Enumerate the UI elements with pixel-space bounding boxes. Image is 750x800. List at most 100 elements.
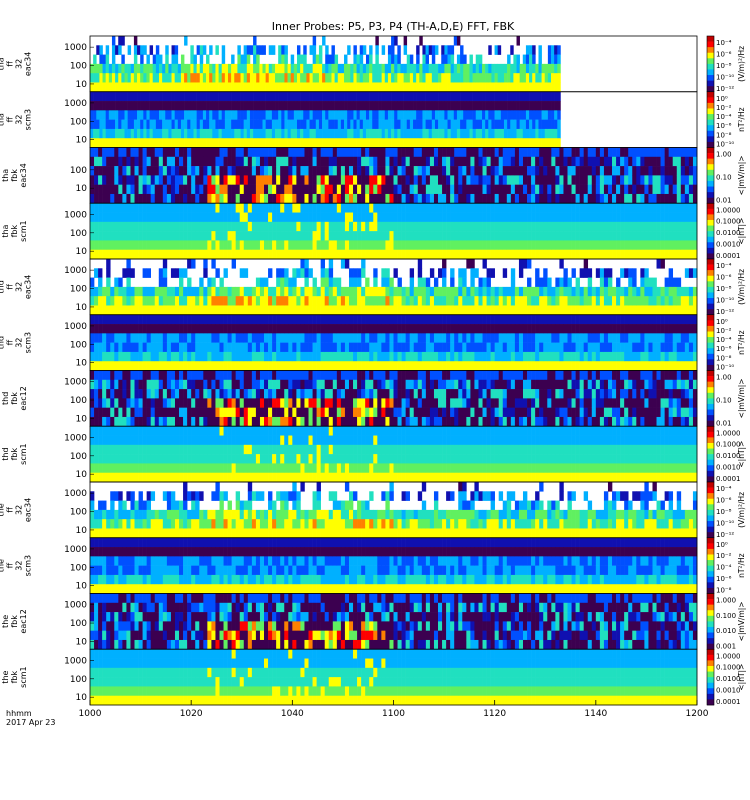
colorbar-tick-label: 10⁻¹² <box>716 308 734 316</box>
colorbar-tick-label: 10⁻⁶ <box>716 122 732 130</box>
panel-label: thdfbkeac12 <box>1 386 28 410</box>
panel-label: theff32scm3 <box>0 555 33 576</box>
y-tick-label: 100 <box>70 452 87 462</box>
colorbar-tick-label: 10⁻¹⁰ <box>716 364 734 372</box>
colorbar-tick-label: 10⁻⁴ <box>716 39 732 47</box>
y-tick-label: 10 <box>76 359 88 369</box>
panel-the_fbk_scm1: 1000 100 10 thefbkscm1 1.0000 0.1000 0.0100 0.0… <box>1 648 746 706</box>
x-axis-label: 2017 Apr 23 <box>6 718 55 727</box>
panel-tha_fbk_scm1: 1000 100 10 thafbkscm1 1.0000 0.1000 0.0100 0.0… <box>1 202 746 260</box>
colorbar-tick-label: 10⁻⁴ <box>716 336 732 344</box>
colorbar-tick-label: 0.0100 <box>716 452 741 460</box>
colorbar-tick-label: 10⁻⁸ <box>716 131 732 139</box>
colorbar-label: (V/m)²/Hz <box>737 492 746 528</box>
panel-label: thefbkscm1 <box>1 666 28 687</box>
panel-label: theff32eac34 <box>0 498 33 522</box>
colorbar-tick-label: 10⁻¹² <box>716 85 734 93</box>
panel-thd_fbk_scm1: 1000 100 10 thdfbkscm1 1.0000 0.1000 0.0100 0.0… <box>1 425 746 483</box>
panel-label: thafbkscm1 <box>1 220 28 241</box>
y-tick-label: 1000 <box>64 378 87 388</box>
colorbar-tick-label: 0.100 <box>716 612 736 620</box>
x-tick-label: 1000 <box>79 709 102 719</box>
panel-thd_eac34: 1000 100 10 thdff32eac34 10⁻⁴ 10⁻⁶ 10⁻⁸ 10⁻¹⁰ 10… <box>0 258 746 316</box>
colorbar-label: <|nT|> <box>737 218 746 245</box>
colorbar-tick-label: 0.10 <box>716 173 732 181</box>
colorbar-tick-label: 0.001 <box>716 642 736 650</box>
colorbar-tick-label: 0.1000 <box>716 441 741 449</box>
colorbar-tick-label: 0.0010 <box>716 687 741 695</box>
colorbar-tick-label: 0.1000 <box>716 664 741 672</box>
colorbar-tick-label: 10⁻² <box>716 104 732 112</box>
colorbar-tick-label: 0.0001 <box>716 698 741 706</box>
y-tick-label: 100 <box>70 396 87 406</box>
panels: 100010010thaff32eac3410⁻⁴10⁻⁶10⁻⁸10⁻¹⁰10… <box>0 35 746 706</box>
colorbar-tick-label: 1.0000 <box>716 652 741 660</box>
colorbar-tick-label: 10⁻¹⁰ <box>716 519 734 527</box>
colorbar-tick-label: 0.01 <box>716 196 732 204</box>
y-tick-label: 10 <box>76 247 88 257</box>
colorbar-tick-label: 10⁻² <box>716 327 732 335</box>
y-tick-label: 100 <box>70 285 87 295</box>
colorbar-label: <|nT|> <box>737 664 746 691</box>
colorbar-label: <|mV/m|> <box>737 601 746 641</box>
panel-tha_fbk_eac34: 100 10 thafbkeac34 1.00 0.10 0.01 <|mV/m|> <box>1 147 746 204</box>
y-tick-label: 10 <box>76 136 88 146</box>
panel-label: thaff32scm3 <box>0 109 33 130</box>
colorbar-tick-label: 0.1000 <box>716 218 741 226</box>
y-tick-label: 1000 <box>64 489 87 499</box>
y-tick-label: 10 <box>76 470 88 480</box>
panel-the_eac34: 1000 100 10 theff32eac34 10⁻⁴ 10⁻⁶ 10⁻⁸ 10⁻¹⁰ 10… <box>0 481 746 539</box>
colorbar-tick-label: 0.010 <box>716 627 736 635</box>
colorbar-tick-label: 1.0000 <box>716 429 741 437</box>
colorbar-tick-label: 10⁻¹² <box>716 531 734 539</box>
y-tick-label: 100 <box>70 229 87 239</box>
panel-label: thdfbkscm1 <box>1 443 28 464</box>
x-tick-label: 1040 <box>281 709 304 719</box>
colorbar-tick-label: 10⁻⁶ <box>716 50 732 58</box>
panel-the_scm3: 1000 100 10 theff32scm3 10⁰ 10⁻² 10⁻⁴ 10⁻⁶ 10⁻⁸ n… <box>0 537 746 595</box>
colorbar-tick-label: 10⁻⁸ <box>716 285 732 293</box>
colorbar-tick-label: 10⁻⁸ <box>716 354 732 362</box>
colorbar-tick-label: 10⁻² <box>716 552 732 560</box>
panel-tha_eac34: 1000 100 10 thaff32eac34 10⁻⁴ 10⁻⁶ 10⁻⁸ 10⁻¹⁰ 10… <box>0 35 746 93</box>
panel-label: thaff32eac34 <box>0 52 33 76</box>
y-tick-label: 100 <box>70 340 87 350</box>
colorbar-tick-label: 1.0000 <box>716 206 741 214</box>
colorbar-tick-label: 10⁻⁸ <box>716 508 732 516</box>
y-tick-label: 1000 <box>64 433 87 443</box>
x-tick-label: 1140 <box>584 709 607 719</box>
panel-label: thefbkeac12 <box>1 609 28 633</box>
colorbar-tick-label: 0.0010 <box>716 464 741 472</box>
x-axis-label: hhmm <box>6 709 32 718</box>
colorbar-tick-label: 10⁰ <box>716 95 728 103</box>
colorbar-tick-label: 10⁻⁶ <box>716 345 732 353</box>
colorbar-tick-label: 0.0100 <box>716 675 741 683</box>
y-tick-label: 1000 <box>64 601 87 611</box>
panel-label: thafbkeac34 <box>1 163 28 187</box>
y-tick-label: 10 <box>76 414 88 424</box>
colorbar-tick-label: 10⁰ <box>716 541 728 549</box>
y-tick-label: 10 <box>76 693 88 703</box>
colorbar-tick-label: 10⁻⁶ <box>716 496 732 504</box>
colorbar-tick-label: 10⁻⁸ <box>716 62 732 70</box>
x-tick-label: 1100 <box>382 709 405 719</box>
y-tick-label: 100 <box>70 508 87 518</box>
y-tick-label: 1000 <box>64 656 87 666</box>
colorbar-tick-label: 10⁻⁶ <box>716 273 732 281</box>
colorbar-tick-label: 10⁻¹⁰ <box>716 73 734 81</box>
y-tick-label: 1000 <box>64 545 87 555</box>
x-tick-label: 1020 <box>180 709 203 719</box>
y-tick-label: 1000 <box>64 43 87 53</box>
colorbar-tick-label: 0.0010 <box>716 241 741 249</box>
panel-the_fbk_eac12: 1000 100 10 thefbkeac12 1.000 0.100 0.010 0.001… <box>1 593 746 650</box>
chart-title: Inner Probes: P5, P3, P4 (TH-A,D,E) FFT,… <box>272 20 515 33</box>
colorbar-tick-label: 10⁻¹⁰ <box>716 141 734 149</box>
y-tick-label: 1000 <box>64 210 87 220</box>
y-tick-label: 100 <box>70 563 87 573</box>
y-tick-label: 1000 <box>64 99 87 109</box>
colorbar <box>706 648 715 706</box>
colorbar-tick-label: 10⁻⁸ <box>716 587 732 595</box>
